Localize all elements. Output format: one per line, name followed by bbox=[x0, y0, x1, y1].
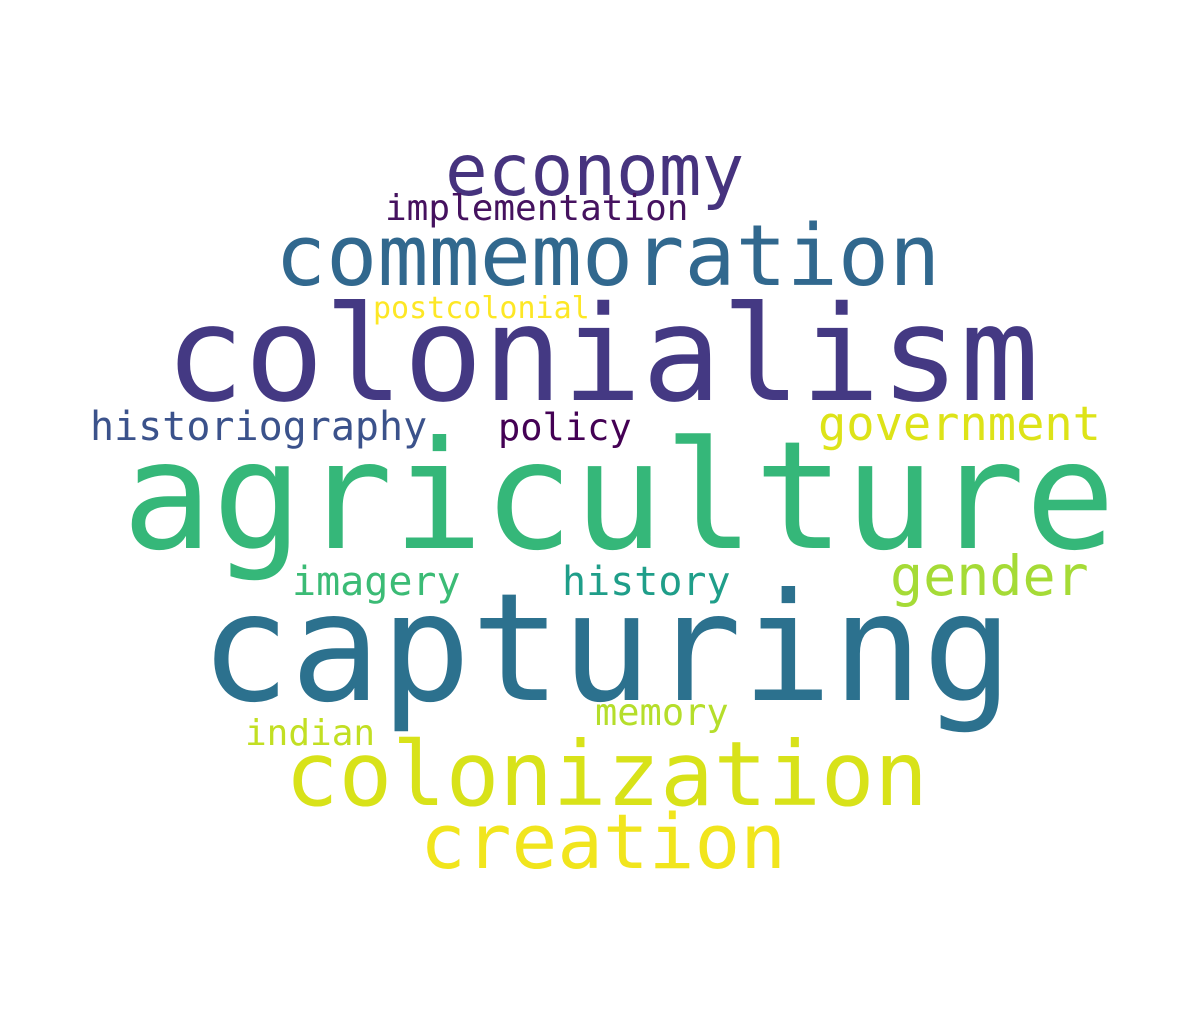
word: postcolonial bbox=[373, 291, 590, 326]
word: colonization bbox=[285, 722, 928, 826]
word: indian bbox=[245, 713, 375, 754]
word: agriculture bbox=[122, 410, 1115, 584]
word: imagery bbox=[292, 559, 461, 605]
word: government bbox=[818, 397, 1101, 452]
word: gender bbox=[890, 544, 1089, 608]
word: history bbox=[562, 559, 731, 605]
word: commemoration bbox=[275, 207, 940, 306]
word: capturing bbox=[200, 562, 1013, 736]
word: economy bbox=[445, 129, 744, 212]
word: colonialism bbox=[165, 278, 1039, 432]
word: creation bbox=[420, 797, 786, 886]
word: implementation bbox=[385, 188, 688, 229]
word: historiography bbox=[90, 404, 427, 450]
word: policy bbox=[498, 406, 632, 449]
word: memory bbox=[595, 691, 729, 734]
